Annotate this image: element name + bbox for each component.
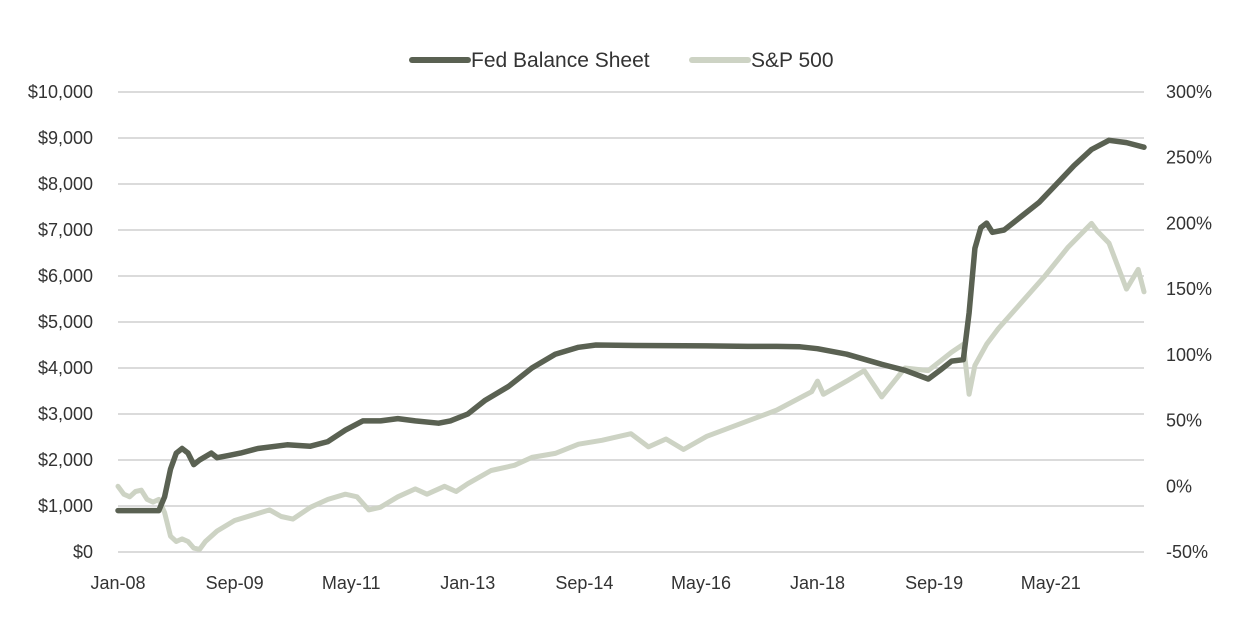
x-axis-tick-label: Sep-14 <box>555 573 613 593</box>
x-axis-tick-label: May-11 <box>322 573 381 593</box>
x-axis-ticks: Jan-08 Sep-09 May-11 Jan-13 Sep-14 May-16 Jan-… <box>90 573 1080 593</box>
right-axis-tick-label: 300% <box>1166 82 1212 102</box>
left-axis-tick-label: $1,000 <box>38 496 93 516</box>
x-axis-tick-label: Jan-13 <box>440 573 495 593</box>
left-axis-tick-label: $6,000 <box>38 266 93 286</box>
x-axis-tick-label: Jan-18 <box>790 573 845 593</box>
right-axis-tick-label: 50% <box>1166 411 1202 431</box>
right-axis-tick-label: 150% <box>1166 279 1212 299</box>
right-axis-tick-label: -50% <box>1166 542 1208 562</box>
x-axis-tick-label: May-16 <box>671 573 731 593</box>
legend-label-sp500: S&P 500 <box>751 49 834 72</box>
right-axis-tick-label: 100% <box>1166 345 1212 365</box>
series-layer <box>115 137 1147 552</box>
left-axis-tick-label: $7,000 <box>38 220 93 240</box>
right-axis-tick-label: 250% <box>1166 148 1212 168</box>
left-axis-ticks: $0 $1,000 $2,000 $3,000 $4,000 $5,000 $6,000 $7… <box>28 82 93 562</box>
left-axis-tick-label: $4,000 <box>38 358 93 378</box>
right-axis-tick-label: 0% <box>1166 476 1192 496</box>
left-axis-tick-label: $8,000 <box>38 174 93 194</box>
x-axis-tick-label: May-21 <box>1021 573 1081 593</box>
left-axis-tick-label: $2,000 <box>38 450 93 470</box>
gridlines <box>118 91 1144 553</box>
series-line-s-p-500 <box>115 220 1147 552</box>
legend-label-fed-balance-sheet: Fed Balance Sheet <box>471 49 650 72</box>
left-axis-tick-label: $5,000 <box>38 312 93 332</box>
x-axis-tick-label: Jan-08 <box>90 573 145 593</box>
x-axis-tick-label: Sep-19 <box>905 573 963 593</box>
left-axis-tick-label: $10,000 <box>28 82 93 102</box>
x-axis-tick-label: Sep-09 <box>206 573 264 593</box>
left-axis-tick-label: $9,000 <box>38 128 93 148</box>
right-axis-tick-label: 200% <box>1166 213 1212 233</box>
left-axis-tick-label: $3,000 <box>38 404 93 424</box>
right-axis-ticks: -50% 0% 50% 100% 150% 200% 250% 300% <box>1166 82 1212 562</box>
left-axis-tick-label: $0 <box>73 542 93 562</box>
legend: Fed Balance Sheet S&P 500 <box>409 49 834 72</box>
series-line-fed-balance-sheet <box>115 137 1147 514</box>
